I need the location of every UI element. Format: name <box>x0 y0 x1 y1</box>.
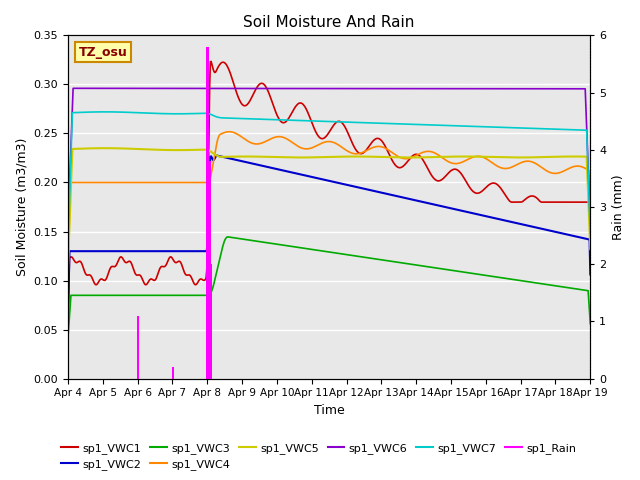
sp1_VWC1 <box>180 269 188 275</box>
Bar <box>207 47 208 379</box>
sp1_VWC7 <box>64 243 72 249</box>
sp1_VWC5 <box>128 146 136 152</box>
sp1_VWC7 <box>181 111 189 117</box>
Line: sp1_VWC4: sp1_VWC4 <box>68 132 590 281</box>
sp1_VWC6 <box>128 85 136 91</box>
sp1_VWC2 <box>208 155 216 160</box>
sp1_VWC4 <box>74 180 81 185</box>
sp1_VWC4 <box>393 153 401 159</box>
sp1_VWC1 <box>586 243 594 249</box>
sp1_VWC3 <box>393 259 401 265</box>
Line: sp1_VWC5: sp1_VWC5 <box>68 148 590 264</box>
X-axis label: Time: Time <box>314 404 344 417</box>
Text: TZ_osu: TZ_osu <box>79 46 127 59</box>
sp1_VWC3 <box>74 292 81 298</box>
sp1_VWC7 <box>101 109 109 115</box>
Bar <box>172 367 173 379</box>
sp1_VWC7 <box>128 109 136 115</box>
sp1_VWC2 <box>586 272 594 277</box>
sp1_VWC1 <box>207 59 215 64</box>
sp1_VWC1 <box>393 164 401 169</box>
Bar <box>209 161 210 379</box>
Bar <box>138 316 139 379</box>
sp1_VWC6 <box>586 221 594 227</box>
sp1_VWC5 <box>181 147 189 153</box>
sp1_VWC5 <box>209 150 216 156</box>
sp1_VWC2 <box>393 193 401 199</box>
sp1_VWC6 <box>408 86 416 92</box>
sp1_VWC4 <box>586 238 594 243</box>
sp1_VWC3 <box>586 321 594 327</box>
sp1_VWC5 <box>408 155 416 160</box>
sp1_VWC7 <box>209 112 216 118</box>
sp1_VWC5 <box>64 261 72 267</box>
sp1_VWC1 <box>74 259 81 265</box>
sp1_VWC4 <box>408 155 416 160</box>
sp1_VWC3 <box>208 288 216 293</box>
Title: Soil Moisture And Rain: Soil Moisture And Rain <box>243 15 415 30</box>
sp1_VWC2 <box>212 153 220 158</box>
sp1_VWC6 <box>209 85 216 91</box>
sp1_VWC5 <box>586 246 594 252</box>
sp1_VWC3 <box>127 292 135 298</box>
sp1_VWC3 <box>64 334 72 340</box>
sp1_VWC2 <box>64 312 72 318</box>
sp1_VWC3 <box>224 234 232 240</box>
Legend: sp1_VWC1, sp1_VWC2, sp1_VWC3, sp1_VWC4, sp1_VWC5, sp1_VWC6, sp1_VWC7, sp1_Rain: sp1_VWC1, sp1_VWC2, sp1_VWC3, sp1_VWC4, … <box>57 438 581 474</box>
sp1_VWC4 <box>225 129 233 134</box>
Y-axis label: Soil Moisture (m3/m3): Soil Moisture (m3/m3) <box>15 138 28 276</box>
sp1_VWC6 <box>69 85 77 91</box>
sp1_VWC2 <box>408 197 416 203</box>
sp1_VWC2 <box>180 248 188 254</box>
sp1_VWC7 <box>408 121 416 127</box>
sp1_VWC7 <box>586 231 594 237</box>
Bar <box>211 264 212 379</box>
sp1_VWC4 <box>127 180 135 185</box>
sp1_VWC3 <box>180 292 188 298</box>
sp1_VWC5 <box>101 145 109 151</box>
sp1_VWC5 <box>393 155 401 160</box>
Line: sp1_VWC1: sp1_VWC1 <box>68 61 590 319</box>
Line: sp1_VWC7: sp1_VWC7 <box>68 112 590 246</box>
Line: sp1_VWC3: sp1_VWC3 <box>68 237 590 337</box>
sp1_VWC6 <box>74 85 82 91</box>
Bar <box>137 316 138 379</box>
sp1_VWC6 <box>393 86 401 92</box>
sp1_VWC4 <box>180 180 188 185</box>
Line: sp1_VWC6: sp1_VWC6 <box>68 88 590 224</box>
sp1_VWC1 <box>64 316 72 322</box>
Line: sp1_VWC2: sp1_VWC2 <box>68 156 590 315</box>
sp1_VWC4 <box>64 278 72 284</box>
sp1_VWC7 <box>393 121 401 127</box>
sp1_VWC5 <box>74 146 81 152</box>
sp1_VWC1 <box>209 64 216 70</box>
sp1_VWC1 <box>408 153 416 159</box>
Bar <box>210 161 211 379</box>
sp1_VWC2 <box>74 248 81 254</box>
Bar <box>208 47 209 379</box>
sp1_VWC1 <box>127 260 135 266</box>
sp1_VWC6 <box>181 85 189 91</box>
sp1_VWC7 <box>74 109 81 115</box>
Y-axis label: Rain (mm): Rain (mm) <box>612 174 625 240</box>
sp1_VWC4 <box>208 168 216 174</box>
sp1_VWC6 <box>64 221 72 227</box>
sp1_VWC2 <box>127 248 135 254</box>
sp1_VWC3 <box>408 262 416 267</box>
